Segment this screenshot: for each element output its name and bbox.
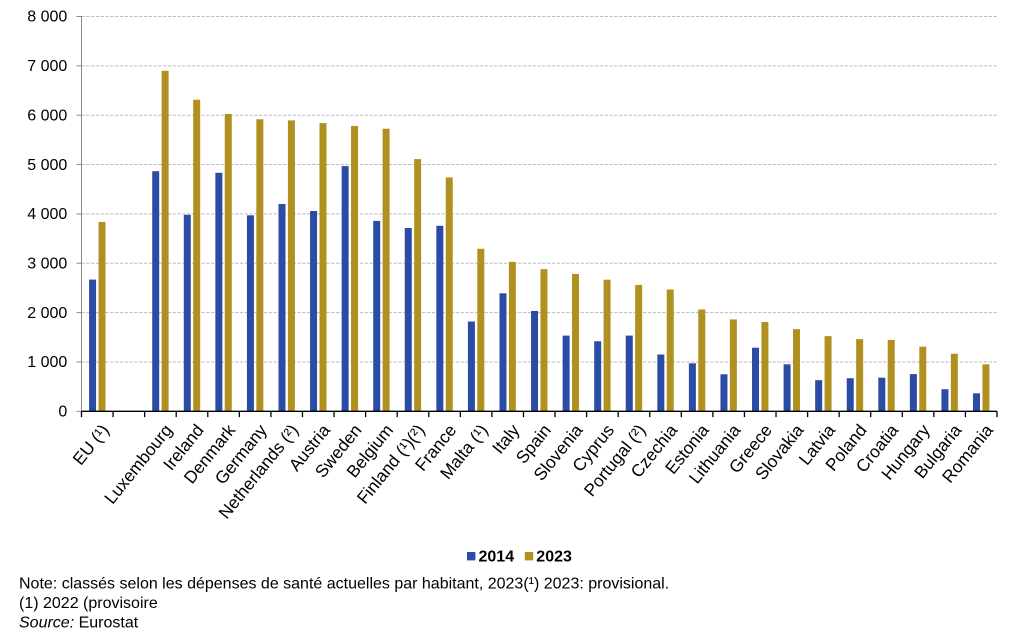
svg-text:2023: 2023 bbox=[536, 548, 572, 565]
svg-text:8 000: 8 000 bbox=[27, 9, 67, 26]
svg-text:Source: Eurostat: Source: Eurostat bbox=[19, 615, 139, 632]
svg-text:EU (¹): EU (¹) bbox=[68, 420, 113, 468]
svg-text:0: 0 bbox=[58, 404, 67, 421]
svg-text:2014: 2014 bbox=[479, 548, 515, 565]
svg-text:2 000: 2 000 bbox=[27, 305, 67, 322]
svg-text:7 000: 7 000 bbox=[27, 58, 67, 75]
svg-text:5 000: 5 000 bbox=[27, 157, 67, 174]
svg-text:3 000: 3 000 bbox=[27, 255, 67, 272]
svg-text:1 000: 1 000 bbox=[27, 354, 67, 371]
svg-text:Note: classés selon les dépens: Note: classés selon les dépenses de sant… bbox=[19, 576, 669, 593]
svg-text:(1) 2022 (provisoire: (1) 2022 (provisoire bbox=[19, 595, 158, 612]
svg-text:4 000: 4 000 bbox=[27, 206, 67, 223]
svg-text:6 000: 6 000 bbox=[27, 107, 67, 124]
